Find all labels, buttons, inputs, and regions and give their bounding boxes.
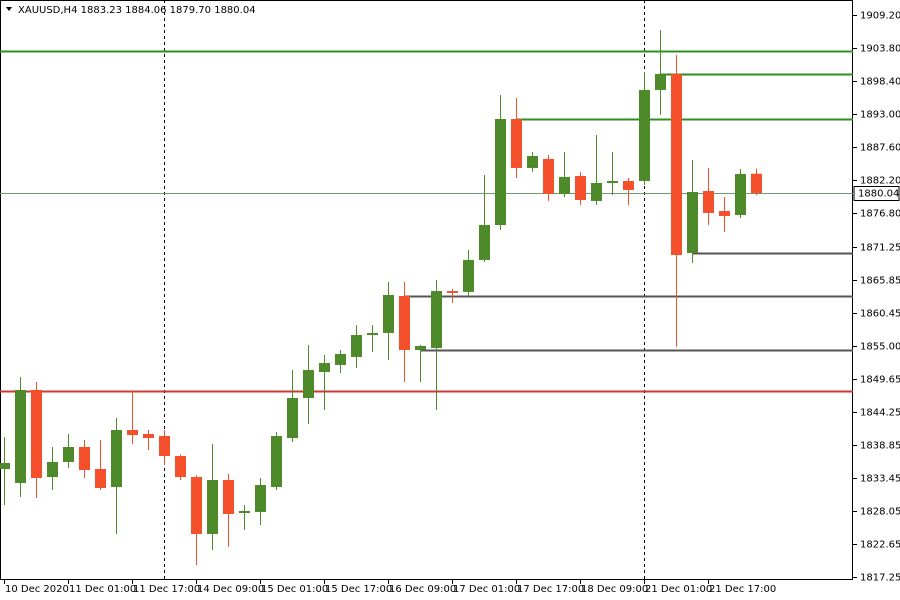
candle-body <box>351 335 362 357</box>
y-tick-label: 1882.20 <box>860 176 900 187</box>
candle-body <box>447 291 458 293</box>
candle-body <box>431 291 442 348</box>
candle-body <box>527 155 538 168</box>
candle-body <box>63 446 74 462</box>
candle-body <box>463 259 474 292</box>
candle-body <box>655 73 666 90</box>
candle-body <box>15 389 26 483</box>
symbol-menu-icon <box>6 7 12 11</box>
x-tick-label: 14 Dec 09:00 <box>197 584 264 595</box>
chart-title: XAUUSD,H4 1883.23 1884.06 1879.70 1880.0… <box>18 5 256 16</box>
y-tick-label: 1909.20 <box>860 11 900 22</box>
x-tick-label: 15 Dec 01:00 <box>261 584 328 595</box>
candle-body <box>671 73 682 256</box>
candle-body <box>559 176 570 195</box>
candle-body <box>495 119 506 225</box>
candle-body <box>543 158 554 195</box>
y-tick-label: 1838.85 <box>860 441 900 452</box>
candle-body <box>399 295 410 350</box>
candle-body <box>751 173 762 194</box>
plot-frame <box>0 0 853 580</box>
x-tick-label: 17 Dec 17:00 <box>517 584 584 595</box>
candle-body <box>159 435 170 456</box>
candle-body <box>303 369 314 398</box>
candle-body <box>703 191 714 213</box>
y-tick-label: 1844.25 <box>860 408 900 419</box>
candle-body <box>111 430 122 487</box>
last-price-label: 1880.04 <box>858 189 899 200</box>
y-tick-label: 1893.00 <box>860 110 900 121</box>
candle-body <box>143 433 154 439</box>
candle-body <box>255 485 266 512</box>
candle-body <box>591 183 602 201</box>
x-tick-label: 11 Dec 17:00 <box>133 584 200 595</box>
candle-body <box>719 210 730 217</box>
x-tick-label: 16 Dec 09:00 <box>389 584 456 595</box>
candle-body <box>175 455 186 478</box>
candle-body <box>367 333 378 336</box>
x-tick-label: 18 Dec 09:00 <box>581 584 648 595</box>
candle-body <box>127 430 138 436</box>
y-tick-label: 1876.80 <box>860 209 900 220</box>
y-tick-label: 1887.60 <box>860 143 900 154</box>
candle-body <box>335 353 346 365</box>
y-tick-label: 1871.25 <box>860 243 900 254</box>
candle-body <box>735 173 746 215</box>
y-tick-label: 1898.40 <box>860 77 900 88</box>
candle-body <box>687 191 698 253</box>
candle-body <box>271 435 282 487</box>
y-tick-label: 1817.25 <box>860 573 900 584</box>
candle-body <box>47 461 58 478</box>
candle-body <box>287 397 298 439</box>
candle-body <box>575 175 586 200</box>
y-tick-label: 1822.65 <box>860 540 900 551</box>
x-tick-label: 11 Dec 01:00 <box>69 584 136 595</box>
x-tick-label: 17 Dec 01:00 <box>453 584 520 595</box>
last-price-box <box>853 186 900 201</box>
candle-body <box>415 345 426 350</box>
candle-body <box>191 477 202 534</box>
y-tick-label: 1849.65 <box>860 375 900 386</box>
candle-body <box>95 468 106 489</box>
candle-body <box>623 180 634 190</box>
x-tick-label: 10 Dec 2020 <box>5 584 69 595</box>
candle-body <box>607 180 618 184</box>
candle-body <box>319 363 330 372</box>
candle-body <box>0 463 10 469</box>
candle-body <box>479 224 490 260</box>
x-tick-label: 21 Dec 01:00 <box>645 584 712 595</box>
y-tick-label: 1855.00 <box>860 342 900 353</box>
y-tick-label: 1833.45 <box>860 474 900 485</box>
x-tick-label: 15 Dec 17:00 <box>325 584 392 595</box>
candle-body <box>511 119 522 168</box>
candle-body <box>31 389 42 478</box>
y-tick-label: 1828.05 <box>860 507 900 518</box>
candle-body <box>223 480 234 514</box>
candle-body <box>383 294 394 334</box>
y-tick-label: 1865.85 <box>860 276 900 287</box>
candle-body <box>639 89 650 181</box>
x-tick-label: 21 Dec 17:00 <box>709 584 776 595</box>
y-tick-label: 1860.45 <box>860 309 900 320</box>
candle-body <box>79 446 90 470</box>
candle-body <box>207 480 218 534</box>
candle-body <box>239 510 250 514</box>
y-tick-label: 1903.80 <box>860 44 900 55</box>
